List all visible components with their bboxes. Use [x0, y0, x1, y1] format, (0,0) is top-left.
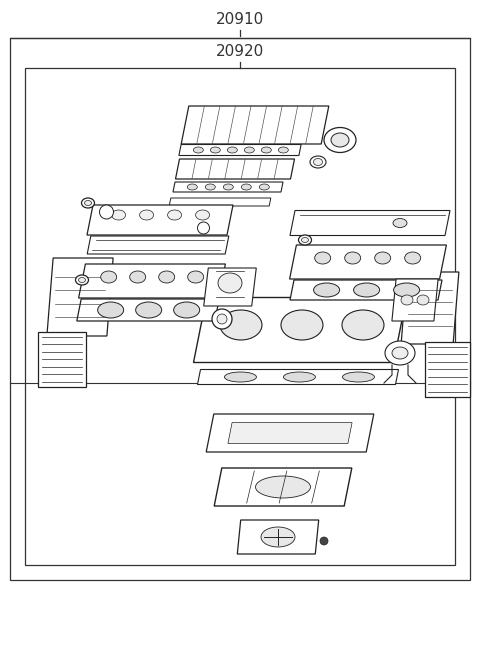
Ellipse shape: [210, 147, 220, 153]
Ellipse shape: [342, 310, 384, 340]
Ellipse shape: [315, 252, 331, 264]
Polygon shape: [290, 210, 450, 236]
Text: 20920: 20920: [216, 45, 264, 60]
Polygon shape: [204, 268, 256, 306]
Ellipse shape: [174, 302, 200, 318]
Text: 20910: 20910: [216, 12, 264, 28]
Ellipse shape: [228, 147, 237, 153]
Polygon shape: [169, 198, 271, 206]
Ellipse shape: [401, 295, 413, 305]
Ellipse shape: [324, 128, 356, 153]
Ellipse shape: [136, 302, 162, 318]
Ellipse shape: [393, 219, 407, 227]
Ellipse shape: [417, 295, 429, 305]
Ellipse shape: [354, 283, 380, 297]
Ellipse shape: [310, 156, 326, 168]
Ellipse shape: [111, 210, 126, 220]
Circle shape: [320, 537, 328, 545]
Polygon shape: [179, 145, 301, 155]
Polygon shape: [392, 279, 438, 321]
Polygon shape: [197, 369, 398, 384]
Ellipse shape: [84, 200, 92, 206]
Bar: [10, 38, 470, 580]
Polygon shape: [47, 258, 113, 336]
Polygon shape: [290, 280, 442, 300]
Ellipse shape: [278, 147, 288, 153]
Ellipse shape: [75, 275, 88, 285]
Circle shape: [212, 309, 232, 329]
Circle shape: [217, 314, 227, 324]
Ellipse shape: [97, 302, 124, 318]
Polygon shape: [228, 422, 352, 443]
Ellipse shape: [261, 147, 271, 153]
Ellipse shape: [82, 198, 95, 208]
Ellipse shape: [130, 271, 146, 283]
Ellipse shape: [225, 372, 256, 382]
Ellipse shape: [259, 184, 269, 190]
Ellipse shape: [281, 310, 323, 340]
Ellipse shape: [394, 283, 420, 297]
Ellipse shape: [255, 476, 311, 498]
Ellipse shape: [220, 310, 262, 340]
Ellipse shape: [218, 273, 242, 293]
Polygon shape: [206, 414, 374, 452]
Bar: [25, 68, 455, 565]
Polygon shape: [79, 264, 226, 298]
Polygon shape: [176, 159, 295, 179]
Ellipse shape: [223, 184, 233, 190]
Ellipse shape: [188, 271, 204, 283]
Ellipse shape: [159, 271, 175, 283]
Ellipse shape: [313, 283, 340, 297]
Ellipse shape: [241, 184, 252, 190]
Ellipse shape: [244, 147, 254, 153]
Polygon shape: [289, 245, 446, 279]
Circle shape: [197, 222, 209, 234]
Ellipse shape: [284, 372, 315, 382]
Ellipse shape: [140, 210, 154, 220]
Ellipse shape: [385, 341, 415, 365]
Ellipse shape: [168, 210, 181, 220]
Polygon shape: [87, 205, 233, 235]
Polygon shape: [193, 297, 407, 362]
Polygon shape: [401, 272, 459, 344]
Ellipse shape: [342, 372, 374, 382]
Polygon shape: [87, 236, 229, 254]
Ellipse shape: [375, 252, 391, 264]
Polygon shape: [181, 106, 329, 144]
Ellipse shape: [392, 347, 408, 359]
Ellipse shape: [101, 271, 117, 283]
Ellipse shape: [261, 527, 295, 547]
Polygon shape: [214, 468, 352, 506]
Ellipse shape: [196, 210, 210, 220]
Ellipse shape: [345, 252, 360, 264]
Polygon shape: [237, 520, 319, 554]
Bar: [424, 341, 469, 396]
Ellipse shape: [331, 133, 349, 147]
Ellipse shape: [79, 278, 85, 282]
Ellipse shape: [193, 147, 204, 153]
Polygon shape: [77, 299, 219, 321]
Ellipse shape: [301, 238, 309, 242]
Ellipse shape: [405, 252, 420, 264]
Ellipse shape: [187, 184, 197, 190]
Ellipse shape: [313, 159, 323, 166]
Ellipse shape: [299, 235, 312, 245]
Polygon shape: [173, 182, 283, 192]
Bar: [38, 331, 86, 386]
Circle shape: [99, 205, 113, 219]
Ellipse shape: [205, 184, 216, 190]
